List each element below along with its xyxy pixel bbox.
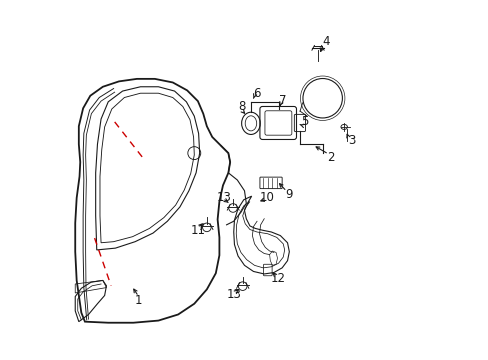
Text: 2: 2	[327, 151, 334, 164]
Text: 10: 10	[259, 191, 274, 204]
Text: 3: 3	[347, 134, 355, 147]
Text: 13: 13	[216, 191, 231, 204]
Text: 9: 9	[285, 188, 292, 201]
Text: 12: 12	[270, 272, 285, 285]
Text: 7: 7	[279, 94, 286, 107]
Text: 6: 6	[253, 87, 260, 100]
Text: 1: 1	[135, 294, 142, 307]
Text: 5: 5	[301, 116, 308, 129]
Text: 4: 4	[322, 35, 329, 49]
Text: 8: 8	[238, 100, 245, 113]
Text: 13: 13	[226, 288, 242, 301]
Text: 11: 11	[191, 224, 205, 237]
